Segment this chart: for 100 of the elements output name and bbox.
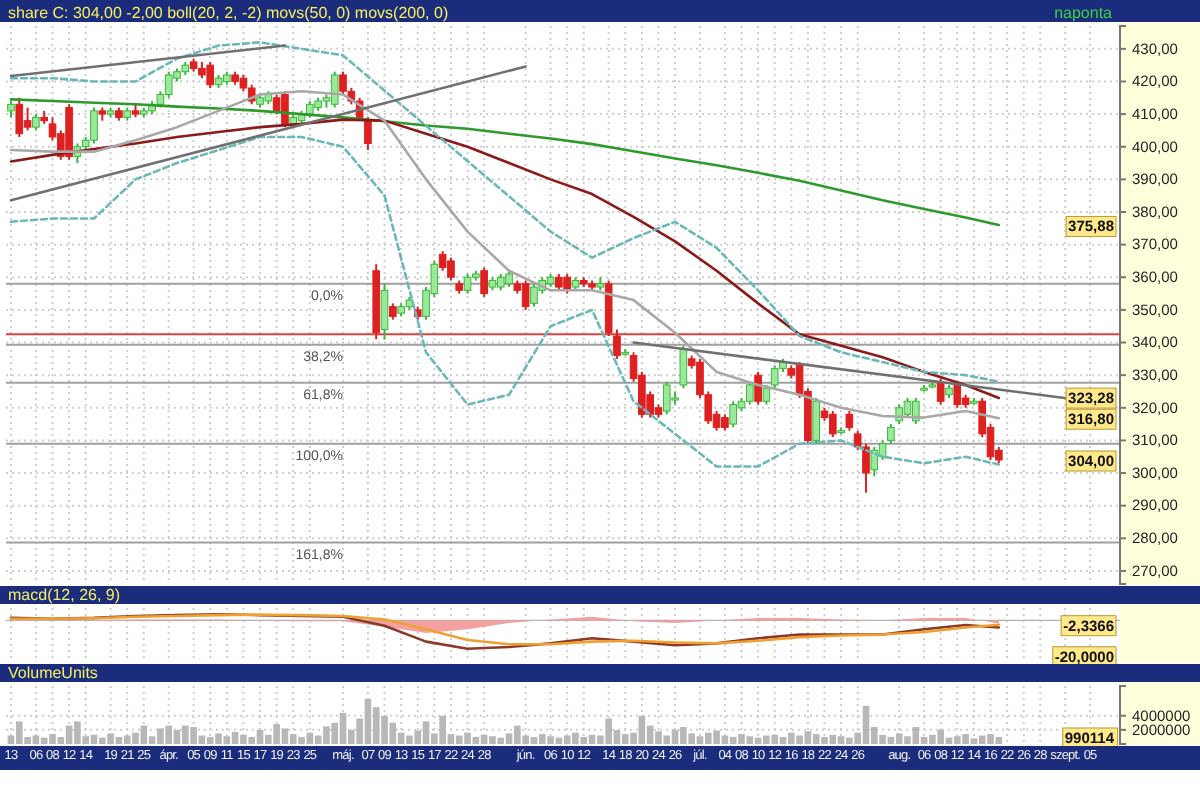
bar <box>248 736 256 744</box>
candlestick <box>870 445 879 478</box>
bar <box>157 728 164 744</box>
bar <box>763 735 770 744</box>
bar <box>804 731 812 744</box>
bar <box>995 737 1003 744</box>
candlestick <box>563 273 571 295</box>
bar <box>987 734 994 744</box>
bar <box>821 736 828 744</box>
bar <box>15 721 23 744</box>
candlestick <box>447 256 455 282</box>
bar <box>862 705 870 744</box>
bar <box>713 730 720 744</box>
bar <box>505 733 513 744</box>
candlestick <box>339 70 347 96</box>
bar <box>796 735 803 744</box>
bar <box>937 729 945 744</box>
bar <box>49 734 56 744</box>
bar <box>704 732 712 744</box>
bar <box>223 736 231 744</box>
bar <box>181 725 189 744</box>
bar <box>680 727 687 744</box>
bar <box>688 733 695 744</box>
bar <box>206 736 214 744</box>
chart-title: macd(12, 26, 9) <box>8 586 121 604</box>
candlestick <box>845 410 854 432</box>
bar <box>281 728 289 744</box>
candlestick <box>380 282 389 341</box>
bar <box>663 735 671 744</box>
candlestick <box>754 370 762 406</box>
bar <box>98 737 106 744</box>
bar <box>439 715 446 744</box>
bar <box>165 725 173 744</box>
bar <box>895 733 903 744</box>
bar <box>787 732 795 744</box>
bar <box>771 734 778 744</box>
bar <box>231 731 239 744</box>
bar <box>489 736 496 744</box>
chart-subtitle: naponta <box>1054 4 1114 22</box>
candlestick <box>828 410 837 439</box>
bar <box>406 735 413 744</box>
bar <box>572 732 579 744</box>
bar <box>140 725 148 744</box>
bar <box>912 727 920 744</box>
candlestick <box>15 96 24 138</box>
bar <box>74 721 81 744</box>
candlestick <box>23 106 32 132</box>
bar <box>422 721 430 744</box>
bar <box>953 736 961 744</box>
chart-title: share C: 304,00 -2,00 boll(20, 2, -2) movs(50, 0) movs(200, 0) <box>8 4 449 22</box>
candlestick <box>903 397 912 419</box>
candlestick <box>164 70 173 99</box>
bar <box>455 735 463 744</box>
candlestick <box>729 400 737 429</box>
bar <box>514 725 521 744</box>
candlestick <box>530 282 538 308</box>
bar <box>306 732 314 744</box>
bar <box>372 707 380 744</box>
bar <box>464 732 471 744</box>
bar <box>929 734 936 744</box>
bar <box>40 737 48 744</box>
bar <box>132 732 139 744</box>
bar <box>298 736 305 744</box>
candlestick <box>812 397 820 445</box>
bar <box>339 712 347 744</box>
candlestick <box>770 364 779 390</box>
bar <box>364 698 372 744</box>
line-series <box>9 41 1001 383</box>
bar <box>621 734 629 744</box>
candlestick <box>521 279 530 311</box>
candlestick <box>463 273 472 295</box>
candlestick <box>206 60 215 89</box>
bar <box>215 733 222 744</box>
bar <box>580 736 588 744</box>
chart-title: VolumeUnits <box>8 664 98 682</box>
bar <box>107 733 114 744</box>
candlestick <box>936 377 945 406</box>
bar <box>970 738 978 744</box>
bar <box>837 736 845 744</box>
bar <box>497 737 505 744</box>
bar <box>273 724 280 744</box>
candlestick <box>90 106 98 145</box>
bar <box>846 737 853 744</box>
bar <box>696 736 704 744</box>
candlestick <box>330 70 339 109</box>
bar <box>978 735 986 744</box>
candlestick <box>762 383 771 406</box>
bar <box>538 734 546 744</box>
bar <box>381 715 388 744</box>
candlestick <box>679 344 688 390</box>
candlestick <box>272 93 281 116</box>
line-series <box>9 135 1001 468</box>
line-series <box>9 98 1001 227</box>
bar <box>879 734 886 744</box>
bar <box>240 734 247 744</box>
bar <box>812 734 820 744</box>
bar <box>190 727 197 744</box>
candlestick <box>662 380 671 416</box>
bar <box>547 736 554 744</box>
bar <box>323 726 330 744</box>
